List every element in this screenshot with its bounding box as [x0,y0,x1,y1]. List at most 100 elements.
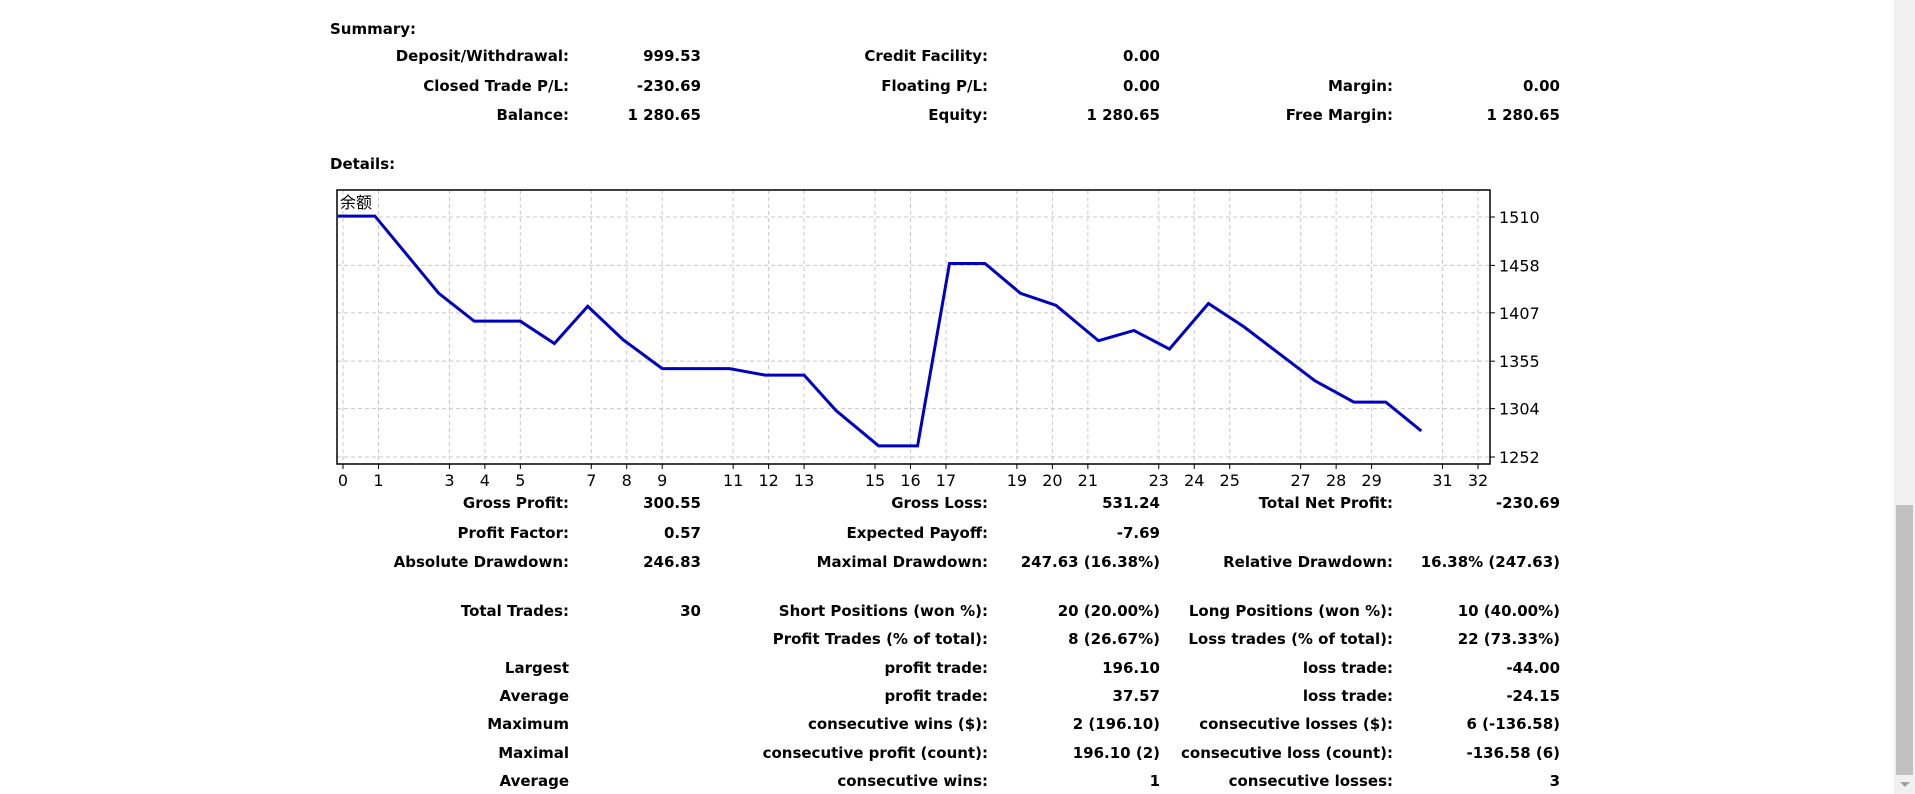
stat-label: Margin: [1327,77,1393,95]
x-tick-label: 23 [1149,471,1169,490]
y-tick-label: 1304 [1499,400,1540,419]
y-tick-label: 1407 [1499,304,1540,323]
stat-value: 300.55 [643,494,701,512]
stat-value: 1 [1149,772,1160,790]
stat-value: -136.58 (6) [1466,744,1560,762]
x-tick-label: 11 [723,471,743,490]
stat-value: 1 280.65 [627,106,701,124]
stat-value: 531.24 [1102,494,1160,512]
scroll-down-arrow-icon[interactable] [1900,782,1910,787]
stat-label: Total Net Profit: [1258,494,1393,512]
stat-value: 20 (20.00%) [1057,602,1160,620]
x-tick-label: 21 [1078,471,1098,490]
stat-label: Maximal Drawdown: [816,553,988,571]
x-tick-label: 7 [586,471,596,490]
stat-label: consecutive profit (count): [762,744,988,762]
x-tick-label: 20 [1042,471,1062,490]
stat-label: Relative Drawdown: [1223,553,1393,571]
scrollbar-thumb[interactable] [1896,505,1913,775]
y-tick-label: 1510 [1499,208,1540,227]
stat-label: profit trade: [884,659,988,677]
x-tick-label: 25 [1220,471,1240,490]
stat-label: Profit Trades (% of total): [772,630,988,648]
stat-value: 999.53 [643,47,701,65]
stat-value: 0.00 [1122,47,1160,65]
stat-label: Profit Factor: [457,524,569,542]
stat-value: 22 (73.33%) [1457,630,1560,648]
stat-value: 16.38% (247.63) [1420,553,1560,571]
stat-value: -24.15 [1506,687,1560,705]
stat-label: Average [499,687,569,705]
x-tick-label: 5 [515,471,525,490]
stat-value: 246.83 [643,553,701,571]
y-tick-label: 1458 [1499,256,1540,275]
stat-value: 1 280.65 [1086,106,1160,124]
stat-value: -230.69 [636,77,701,95]
x-tick-label: 29 [1361,471,1381,490]
details-heading: Details: [330,155,396,173]
stat-value: 0.00 [1122,77,1160,95]
stat-label: Long Positions (won %): [1188,602,1393,620]
y-tick-label: 1355 [1499,352,1540,371]
stat-value: -230.69 [1495,494,1560,512]
x-tick-label: 27 [1290,471,1310,490]
stat-label: consecutive wins: [837,772,988,790]
stat-value: 37.57 [1112,687,1160,705]
stat-label: Gross Loss: [891,494,988,512]
stat-label: Loss trades (% of total): [1188,630,1393,648]
stat-label: loss trade: [1302,687,1393,705]
stat-label: Total Trades: [460,602,569,620]
stat-label: Deposit/Withdrawal: [395,47,569,65]
stat-label: Expected Payoff: [846,524,988,542]
stat-value: 196.10 (2) [1072,744,1160,762]
summary-heading: Summary: [330,20,417,38]
stat-label: profit trade: [884,687,988,705]
x-tick-label: 19 [1007,471,1027,490]
x-tick-label: 24 [1184,471,1204,490]
x-tick-label: 28 [1326,471,1346,490]
x-tick-label: 17 [936,471,956,490]
x-tick-label: 8 [622,471,632,490]
stat-value: 196.10 [1102,659,1160,677]
chart-title: 余额 [340,193,372,212]
stat-label: Free Margin: [1285,106,1393,124]
stat-label: Maximal [498,744,569,762]
stat-label: Maximum [487,715,569,733]
stat-label: consecutive loss (count): [1181,744,1393,762]
x-tick-label: 3 [444,471,454,490]
x-tick-label: 4 [480,471,490,490]
stat-value: -7.69 [1116,524,1160,542]
x-tick-label: 15 [865,471,885,490]
stat-value: 8 (26.67%) [1068,630,1160,648]
x-tick-label: 0 [338,471,348,490]
stat-value: 1 280.65 [1486,106,1560,124]
stat-label: Equity: [928,106,988,124]
stat-label: Absolute Drawdown: [393,553,569,571]
stat-label: Floating P/L: [881,77,988,95]
vertical-scrollbar[interactable] [1894,0,1915,794]
x-tick-label: 16 [900,471,920,490]
x-tick-label: 13 [794,471,814,490]
stat-label: Largest [504,659,569,677]
stat-label: loss trade: [1302,659,1393,677]
x-tick-label: 32 [1468,471,1488,490]
stat-value: 3 [1549,772,1560,790]
stat-value: 2 (196.10) [1072,715,1160,733]
balance-chart: 0 1 3 4 5 7 8 9 11 12 13 15 16 17 19 20 21 23 24 25 27 28 29 31… [336,189,1540,490]
balance-line [338,214,1423,448]
stat-label: Short Positions (won %): [778,602,988,620]
stat-value: 6 (-136.58) [1466,715,1560,733]
stat-value: 30 [680,602,701,620]
stat-label: consecutive losses: [1228,772,1393,790]
stat-label: consecutive wins ($): [807,715,988,733]
plot-frame [336,189,1491,465]
x-tick-label: 12 [758,471,778,490]
stat-value: 247.63 (16.38%) [1020,553,1160,571]
x-tick-label: 1 [373,471,383,490]
stat-label: Gross Profit: [462,494,569,512]
stat-label: Closed Trade P/L: [423,77,569,95]
x-tick-label: 31 [1432,471,1452,490]
stat-label: Credit Facility: [864,47,988,65]
x-tick-label: 9 [657,471,667,490]
y-tick-label: 1252 [1499,448,1540,467]
